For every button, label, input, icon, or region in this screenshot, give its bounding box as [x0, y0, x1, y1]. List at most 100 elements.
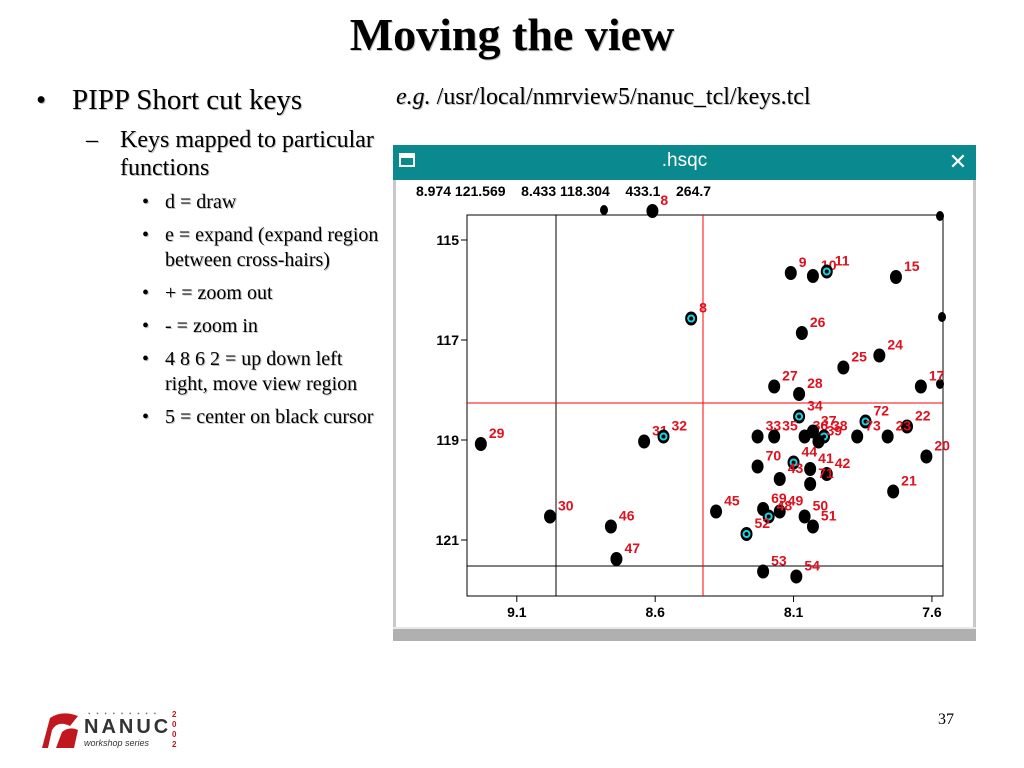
peak-label: 20	[934, 438, 950, 454]
peak-label: 70	[766, 448, 782, 464]
assigned-peak-marker	[861, 417, 870, 426]
peak-label: 28	[807, 375, 823, 391]
bullet-marker: •	[142, 348, 150, 370]
peak-marker	[762, 509, 775, 524]
peak-label: 25	[851, 349, 867, 365]
example-path: e.g. /usr/local/nmrview5/nanuc_tcl/keys.…	[396, 84, 811, 111]
year-digit: 0	[172, 720, 177, 729]
peak-label: 51	[821, 508, 837, 524]
bullet-text: Keys mapped to particular functions	[120, 127, 374, 181]
page-number: 37	[938, 711, 954, 728]
peak-label: 48	[777, 498, 793, 514]
peak-marker	[804, 462, 817, 476]
peak-marker	[685, 311, 698, 326]
peak-label: 11	[835, 253, 850, 269]
year-digit: 2	[172, 740, 177, 749]
peak-marker	[646, 204, 659, 218]
x-tick-label: 8.1	[784, 604, 804, 620]
peak-marker	[914, 379, 927, 394]
peak-label: 52	[755, 515, 771, 531]
spectrum-panel[interactable]: 8.974 121.569 8.433 118.304 433.1 264.7 …	[396, 180, 973, 627]
peak-label: 9	[799, 254, 807, 270]
peak-marker	[790, 569, 803, 584]
close-icon[interactable]: ✕	[948, 150, 968, 175]
sub-bullet-text: - = zoom in	[165, 315, 258, 337]
peak-marker	[806, 269, 819, 283]
peak-marker	[768, 429, 781, 444]
year-digit: 2	[172, 710, 177, 719]
sub-bullet-text: d = draw	[165, 191, 237, 213]
peak-marker	[889, 270, 902, 284]
peak-label: 34	[807, 398, 823, 414]
y-tick-label: 119	[436, 432, 459, 448]
assigned-peak-marker	[822, 267, 831, 276]
example-prefix: e.g.	[396, 84, 431, 110]
bullet-marker: •	[142, 282, 150, 304]
peak-marker	[795, 326, 808, 340]
peak-marker	[751, 459, 764, 474]
peak-marker	[806, 519, 819, 534]
peak-label: 49	[788, 493, 804, 509]
peak-label: 35	[782, 418, 798, 434]
peak-marker	[812, 434, 825, 449]
dash-marker: –	[86, 127, 98, 153]
logo-subtitle: workshop series	[84, 738, 150, 748]
peak-marker	[710, 504, 723, 519]
peak-marker	[798, 509, 811, 524]
peak-label: 72	[874, 403, 890, 419]
peak-label: 42	[835, 455, 851, 471]
bullet-text: PIPP Short cut keys	[72, 84, 303, 116]
y-tick-label: 117	[436, 332, 459, 348]
bullet-level-1: • PIPP Short cut keys	[30, 84, 390, 116]
y-tick-label: 115	[436, 232, 459, 248]
sub-bullet-item: • d = draw	[30, 190, 390, 215]
bullet-marker: •	[142, 315, 150, 337]
nanuc-swoosh-icon	[42, 713, 78, 748]
hsqc-spectrum-plot[interactable]: 9.18.68.17.61151171191218910111582624251…	[396, 180, 973, 627]
peak-marker	[751, 429, 764, 444]
peak-label: 41	[818, 450, 834, 466]
peak-marker	[873, 348, 886, 363]
bullet-list: • PIPP Short cut keys – Keys mapped to p…	[30, 84, 390, 430]
peak-label: 54	[804, 558, 820, 574]
peak-label: 53	[771, 553, 787, 569]
nanuc-logo: • • • • • • • • • NANUC workshop series …	[40, 708, 190, 752]
peak-marker	[740, 527, 753, 541]
window-menu-icon[interactable]	[399, 153, 415, 167]
peak-marker	[804, 477, 817, 491]
peak-label: 29	[489, 425, 505, 441]
cursor-readout: 8.974 121.569 8.433 118.304 433.1 264.7	[416, 183, 712, 199]
peak-marker	[820, 264, 833, 279]
bullet-level-2: – Keys mapped to particular functions	[30, 126, 390, 182]
edge-peak	[938, 312, 946, 322]
peak-marker	[768, 379, 781, 394]
peak-marker	[657, 429, 670, 444]
peak-label: 8	[699, 300, 707, 316]
logo-wordmark: NANUC	[84, 716, 172, 738]
peak-marker	[638, 434, 651, 449]
peak-marker	[851, 429, 864, 444]
plot-frame	[466, 214, 944, 597]
x-tick-label: 8.6	[645, 604, 665, 620]
peak-label: 50	[813, 498, 829, 514]
hsqc-window[interactable]: .hsqc ✕ 8.974 121.569 8.433 118.304 433.…	[393, 145, 976, 641]
peak-marker	[604, 519, 617, 534]
sub-bullet-text: 4 8 6 2 = up down left right, move view …	[165, 348, 358, 395]
peak-marker	[474, 437, 487, 451]
sub-bullet-item: • e = expand (expand region between cross…	[30, 223, 390, 273]
window-titlebar[interactable]: .hsqc ✕	[393, 145, 976, 180]
horizontal-scrollbar[interactable]	[393, 627, 976, 641]
peak-label: 30	[558, 498, 574, 514]
edge-peak	[600, 205, 608, 215]
peak-marker	[793, 387, 806, 401]
sub-bullet-item: • 5 = center on black cursor	[30, 405, 390, 430]
peak-label: 45	[724, 493, 740, 509]
slide-title: Moving the view	[349, 9, 675, 60]
bullet-marker: •	[36, 84, 47, 116]
peak-marker	[793, 409, 806, 424]
peak-label: 33	[766, 418, 782, 434]
peak-label: 71	[818, 465, 834, 481]
peak-label: 43	[788, 460, 804, 476]
peak-label: 32	[671, 418, 687, 434]
sub-bullet-item: • + = zoom out	[30, 281, 390, 306]
